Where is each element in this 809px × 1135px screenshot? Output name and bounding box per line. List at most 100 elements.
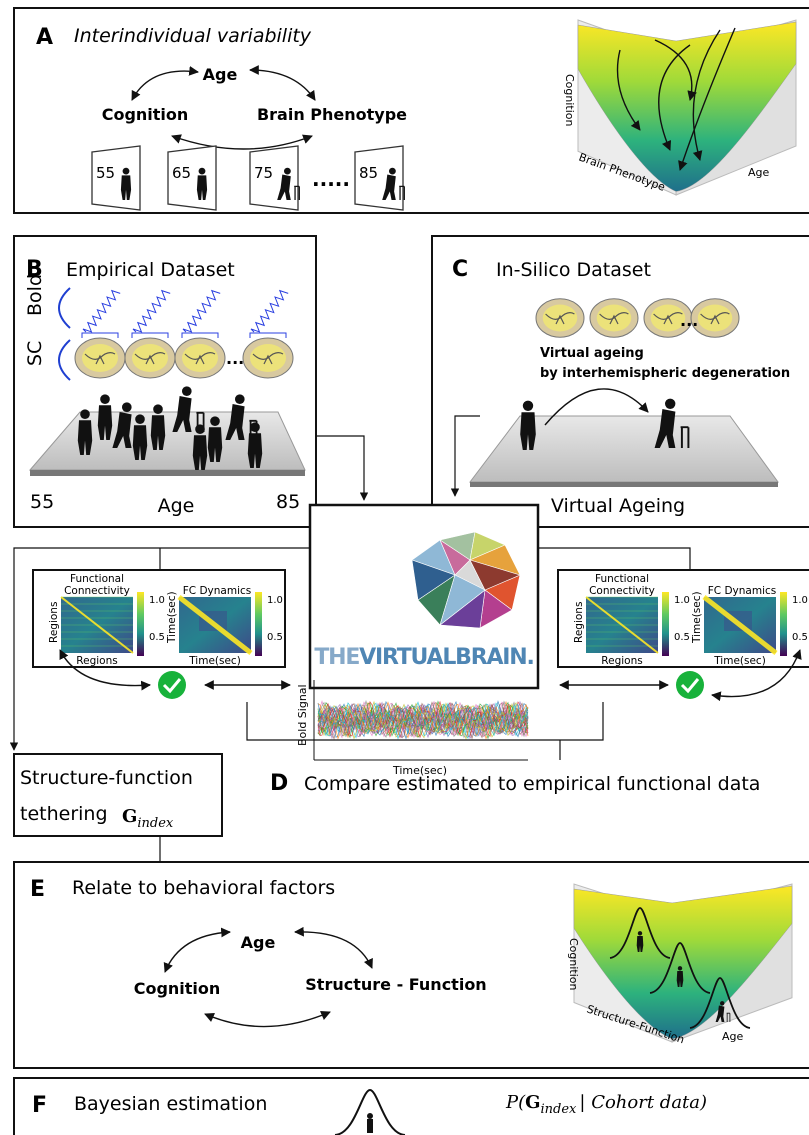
- panel-title: Compare estimated to empirical functiona…: [304, 773, 760, 795]
- axis-label: Age: [722, 1030, 744, 1043]
- brain-sulci: [252, 352, 284, 365]
- logo-facet: [411, 559, 456, 601]
- tethering-box: [13, 753, 223, 837]
- platform-edge: [470, 482, 778, 487]
- node-label: Cognition: [102, 105, 189, 124]
- silhouette: [715, 1001, 731, 1022]
- axis-label: Age: [748, 166, 770, 179]
- brain-slice: [74, 337, 126, 379]
- icon-path: [411, 531, 521, 629]
- brain-sulci: [134, 352, 166, 365]
- math: Gindex: [122, 806, 174, 831]
- matrix-title: Functional: [595, 573, 649, 585]
- axis-label: Cognition: [567, 938, 580, 991]
- bracket: [131, 332, 169, 338]
- connector: [9, 547, 310, 751]
- icon-path: [317, 699, 529, 740]
- matrix-diagonal: [585, 596, 659, 654]
- colorbar-tick: 0.5: [792, 632, 808, 643]
- row-label: Bold: [24, 274, 46, 316]
- silhouette: [367, 1113, 373, 1133]
- check: [158, 671, 186, 699]
- matrix-title: Functional: [70, 573, 124, 585]
- caption: Virtual ageing: [540, 346, 644, 361]
- symbol: G: [122, 806, 137, 827]
- colorbar-tick: 1.0: [792, 595, 808, 606]
- gaussian: [689, 977, 751, 1029]
- panel-b-box: [13, 235, 317, 528]
- bold-trace: [317, 701, 529, 740]
- silhouette: [207, 416, 223, 462]
- connector: [246, 702, 604, 741]
- axis-start: 55: [30, 491, 54, 513]
- colorbar-tick: 1.0: [149, 595, 165, 606]
- trajectory: [654, 39, 697, 101]
- node-label: Cognition: [134, 979, 221, 998]
- check: [676, 671, 704, 699]
- panel-title: In-Silico Dataset: [496, 259, 651, 281]
- silhouette: [172, 386, 205, 432]
- head: [195, 424, 205, 434]
- head: [665, 398, 676, 409]
- axis-label: Regions: [48, 602, 60, 643]
- trajectory: [658, 44, 691, 151]
- trajectory: [616, 49, 641, 131]
- panel-c-box: [431, 235, 809, 528]
- gaussian: [649, 942, 711, 994]
- head: [389, 167, 396, 175]
- arrow: [711, 649, 802, 702]
- trajectory: [678, 27, 736, 171]
- silhouette: [382, 167, 405, 200]
- brain-sulci: [545, 312, 575, 325]
- body: [150, 415, 166, 450]
- bold-trace: [317, 701, 529, 738]
- icon-path: [573, 883, 793, 1043]
- colorbar-tick: 1.0: [267, 595, 283, 606]
- node-label: Structure - Function: [305, 975, 486, 994]
- brain-slice: [174, 337, 226, 379]
- matrix-diagonal: [177, 595, 253, 655]
- body: [277, 174, 291, 200]
- walker: [680, 426, 690, 448]
- icon-path: 1.00.5RegionsRegions1.00.5Time(sec)Time(…: [32, 569, 809, 668]
- silhouette: [654, 398, 690, 448]
- head: [637, 931, 643, 936]
- icon-circle: [676, 671, 704, 699]
- tethering-label: Structure-function: [20, 767, 193, 789]
- arrow: [544, 388, 649, 426]
- panel-letter: D: [270, 771, 288, 796]
- subscript: index: [137, 816, 174, 831]
- axis-label: Time(sec): [392, 764, 447, 777]
- head: [80, 409, 90, 419]
- silhouette: [520, 400, 536, 450]
- panel-f-box: [13, 1077, 809, 1135]
- connector: [538, 547, 691, 570]
- head: [198, 167, 206, 175]
- head: [100, 394, 110, 404]
- colorbar-tick: 1.0: [674, 595, 690, 606]
- logo-facet: [439, 574, 486, 626]
- matrix-diagonal: [702, 595, 778, 655]
- head: [135, 414, 145, 424]
- node-label: Age: [203, 65, 238, 84]
- brain-slice: [242, 337, 294, 379]
- head: [522, 400, 534, 411]
- bold-trace: [317, 700, 529, 739]
- gaussian: [334, 1088, 406, 1135]
- bracket: [249, 332, 287, 338]
- panel-letter: C: [452, 257, 468, 282]
- walker: [294, 185, 300, 200]
- axis-end: 85: [276, 491, 300, 513]
- colorbar-tick: 0.5: [149, 632, 165, 643]
- logo-facet: [439, 539, 471, 576]
- head: [122, 402, 132, 412]
- bracket: [58, 339, 71, 381]
- bracket: [181, 332, 219, 338]
- silhouette: [277, 167, 300, 200]
- body: [520, 412, 536, 450]
- node-label: Age: [241, 933, 276, 952]
- axis-label: Time(sec): [691, 591, 703, 644]
- silhouette: [676, 966, 684, 987]
- bold-trace: [317, 699, 529, 739]
- bold-trace: [317, 700, 529, 740]
